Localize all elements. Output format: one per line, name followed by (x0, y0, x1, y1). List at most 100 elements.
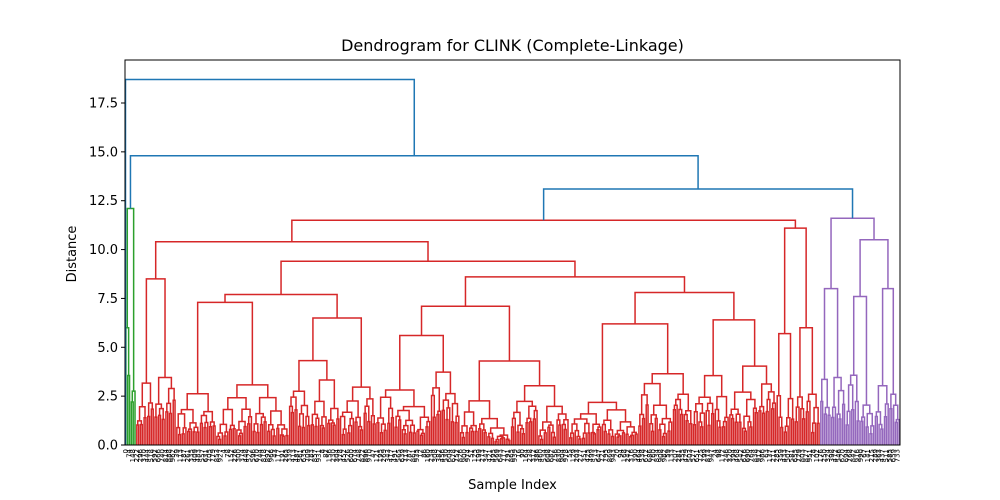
dendrogram-link-127 (367, 420, 371, 445)
y-tick-label: 10.0 (89, 243, 118, 258)
leaf-label: 861 (409, 449, 417, 462)
dendrogram-link-383 (824, 406, 830, 416)
dendrogram-link-129 (372, 423, 376, 445)
dendrogram-link-189 (478, 427, 482, 445)
leaf-label: 522 (246, 449, 254, 462)
dendrogram-link-307 (692, 424, 697, 445)
leaf-label: 269 (380, 449, 388, 462)
leaf-label: 168 (620, 449, 628, 462)
leaf-label: 748 (355, 449, 363, 462)
dendrogram-link-15 (157, 414, 162, 445)
leaf-label: 43 (271, 449, 279, 458)
dendrogram-link-173 (450, 421, 455, 445)
leaf-label: 822 (358, 449, 366, 462)
leaf-label: 647 (595, 449, 603, 462)
leaf-label: 799 (700, 449, 708, 462)
leaf-label: 47 (369, 449, 377, 458)
leaf-label: 756 (551, 448, 559, 462)
dendrogram-link-159 (425, 426, 429, 445)
leaf-label: 694 (842, 448, 850, 462)
leaf-label: 261 (184, 449, 192, 462)
leaf-label: 814 (162, 448, 170, 462)
dendrogram-link-156 (419, 434, 424, 445)
dendrogram-link-370 (805, 411, 809, 445)
dendrogram-link-230 (558, 424, 562, 445)
leaf-label: 63 (762, 449, 770, 458)
leaf-label: 892 (264, 449, 272, 462)
dendrogram-link-268 (625, 433, 629, 445)
leaf-label: 982 (660, 449, 668, 462)
dendrogram-link-385 (831, 416, 835, 445)
dendrogram-link-74 (272, 435, 276, 445)
plot-frame (124, 59, 901, 446)
dendrogram-link-364 (778, 332, 792, 399)
dendrogram-link-68 (253, 423, 259, 433)
leaf-label: 857 (311, 449, 319, 462)
y-tick-label: 12.5 (89, 194, 118, 209)
dendrogram-link-325 (703, 374, 723, 398)
leaf-label: 250 (821, 449, 829, 462)
leaf-label: 935 (413, 449, 421, 462)
leaf-label: 873 (704, 449, 712, 462)
leaf-label: 468 (733, 449, 741, 462)
dendrogram-link-2 (130, 401, 134, 445)
dendrogram-link-328 (734, 421, 738, 445)
dendrogram-link-19 (165, 411, 169, 445)
dendrogram-link-381 (823, 413, 828, 445)
dendrogram-link-30 (177, 413, 186, 428)
leaf-label: 187 (180, 449, 188, 462)
leaf-label: 433 (780, 449, 788, 462)
y-tick-label: 5.0 (97, 341, 118, 356)
dendrogram-link-300 (685, 420, 689, 445)
dendrogram-link-337 (754, 411, 758, 445)
dendrogram-link-78 (281, 435, 285, 445)
dendrogram-link-271 (634, 433, 638, 445)
dendrogram-link-249 (584, 422, 590, 434)
leaf-label: 725 (697, 449, 705, 462)
dendrogram-link-24 (157, 376, 173, 405)
dendrogram-link-379 (291, 219, 797, 242)
dendrogram-link-350 (742, 365, 768, 393)
dendrogram-link-286 (658, 429, 662, 445)
dendrogram-link-330 (735, 413, 741, 423)
dendrogram-link-277 (638, 425, 642, 445)
leaf-label: 160 (424, 449, 432, 462)
dendrogram-link-98 (310, 424, 315, 445)
dendrogram-link-147 (403, 433, 407, 445)
dendrogram-link-73 (267, 430, 271, 445)
leaf-label: 896 (362, 448, 370, 462)
dendrogram-link-93 (298, 413, 305, 428)
leaf-label: 238 (526, 449, 534, 462)
leaf-label: 148 (129, 449, 137, 462)
dendrogram-link-177 (445, 392, 456, 404)
leaf-label: 740 (158, 449, 166, 462)
leaf-label: 651 (693, 449, 701, 462)
dendrogram-link-253 (596, 428, 600, 445)
dendrogram-link-372 (811, 431, 815, 445)
dendrogram-link-392 (823, 287, 839, 380)
leaf-label: 300 (235, 449, 243, 462)
dendrogram-link-387 (838, 418, 842, 445)
leaf-label: 912 (755, 449, 763, 462)
leaf-label: 511 (882, 449, 890, 462)
leaf-label: 230 (329, 449, 337, 462)
dendrogram-link-0 (126, 374, 131, 445)
leaf-label: 674 (351, 448, 359, 462)
dendrogram-link-41 (200, 414, 208, 424)
leaf-label: 581 (788, 449, 796, 462)
leaf-label: 666 (155, 448, 163, 462)
leaf-label: 429 (682, 449, 690, 462)
leaf-label: 865 (508, 449, 516, 462)
dendrogram-link-140 (387, 422, 391, 445)
leaf-label: 164 (522, 448, 530, 462)
leaf-label: 947 (708, 449, 716, 462)
dendrogram-link-193 (487, 436, 491, 445)
leaf-label: 343 (384, 449, 392, 462)
dendrogram-link-45 (203, 410, 214, 422)
leaf-label: 643 (497, 449, 505, 462)
dendrogram-link-62 (247, 423, 251, 445)
dendrogram-link-332 (743, 430, 748, 445)
dendrogram-link-402 (865, 426, 869, 445)
chart-title: Dendrogram for CLINK (Complete-Linkage) (341, 36, 684, 55)
dendrogram-link-34 (196, 431, 200, 445)
